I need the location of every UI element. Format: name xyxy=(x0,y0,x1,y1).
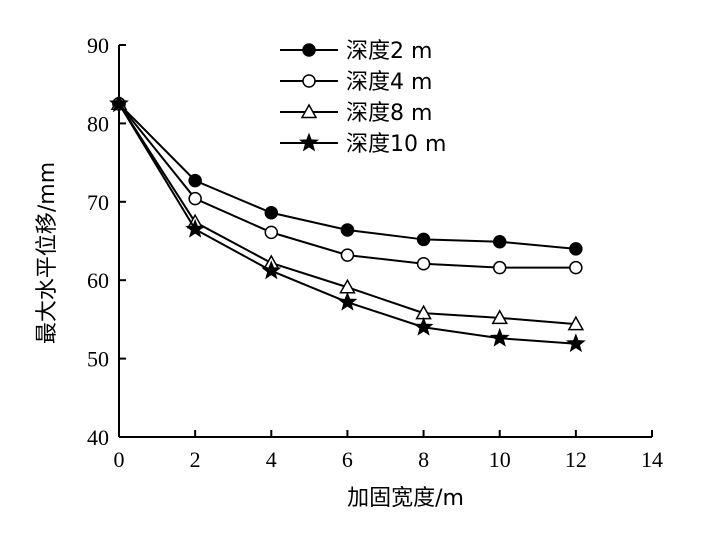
legend-marker xyxy=(299,132,319,152)
data-point xyxy=(492,235,507,249)
series-layer xyxy=(109,93,586,353)
data-point xyxy=(567,315,585,331)
data-point xyxy=(109,93,129,113)
legend: 深度2 m 深度4 m 深度8 m 深度10 m xyxy=(280,39,446,157)
y-axis-title: 最大水平位移/mm xyxy=(35,162,60,344)
data-point xyxy=(185,218,206,238)
data-point xyxy=(565,333,586,353)
legend-marker xyxy=(302,74,316,88)
data-point xyxy=(264,206,279,220)
y-tick-label: 40 xyxy=(87,425,109,450)
legend-entry: 深度2 m xyxy=(280,39,432,64)
x-tick-label: 4 xyxy=(266,447,277,472)
data-point xyxy=(188,173,202,188)
legend-label: 深度4 m xyxy=(346,70,432,95)
x-tick-label: 10 xyxy=(489,447,511,472)
data-point xyxy=(416,232,431,247)
x-tick-label: 0 xyxy=(114,447,125,472)
legend-entry: 深度10 m xyxy=(280,132,446,157)
legend-entry: 深度8 m xyxy=(280,101,432,126)
series-1 xyxy=(112,97,583,256)
y-tick-label: 60 xyxy=(87,268,109,293)
legend-label: 深度2 m xyxy=(346,39,432,64)
data-point xyxy=(188,191,202,206)
x-tick-label: 14 xyxy=(641,447,663,472)
series-4 xyxy=(109,93,586,353)
data-point xyxy=(569,260,583,275)
y-tick-label: 90 xyxy=(87,33,109,58)
y-tick-label: 80 xyxy=(87,111,109,136)
data-point xyxy=(261,260,282,280)
data-point xyxy=(340,223,355,237)
data-point xyxy=(416,256,431,271)
y-tick-label: 50 xyxy=(87,347,109,372)
legend-marker xyxy=(300,103,318,119)
legend-entry: 深度4 m xyxy=(280,70,432,95)
x-tick-label: 12 xyxy=(565,447,587,472)
data-point xyxy=(340,248,355,262)
y-tick-label: 70 xyxy=(87,190,109,215)
legend-label: 深度8 m xyxy=(346,101,432,126)
x-tick-label: 8 xyxy=(418,447,429,472)
data-point xyxy=(491,309,508,325)
x-tick-label: 2 xyxy=(190,447,201,472)
data-point xyxy=(264,225,279,240)
x-tick-label: 6 xyxy=(342,447,353,472)
data-point xyxy=(569,242,583,256)
legend-label: 深度10 m xyxy=(346,132,446,157)
data-point xyxy=(492,260,507,275)
data-point xyxy=(413,316,434,336)
x-axis-title: 加固宽度/m xyxy=(347,486,464,511)
data-point xyxy=(489,327,510,347)
legend-marker xyxy=(302,43,316,57)
axes: 0 2 4 6 8 10 12 14 40 50 60 70 80 90 xyxy=(87,33,663,472)
data-point xyxy=(337,291,358,311)
